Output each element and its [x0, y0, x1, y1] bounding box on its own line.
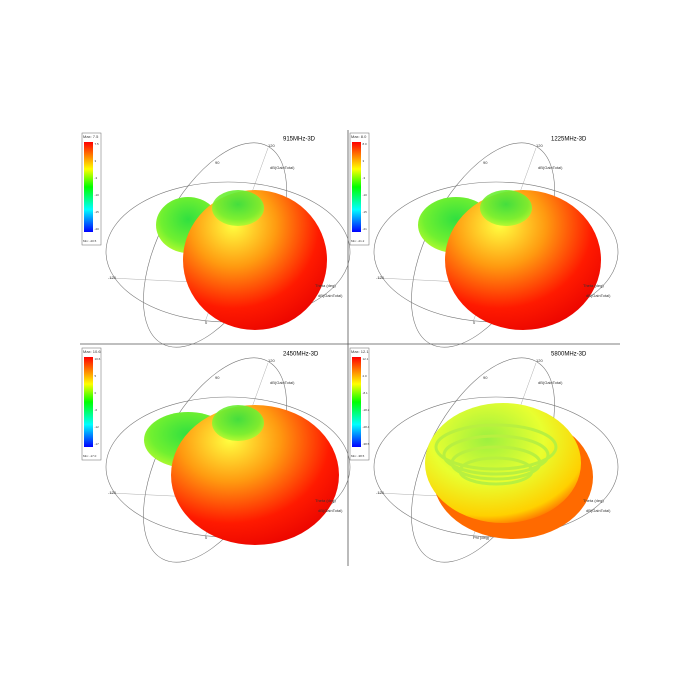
- legend-tick: -8.1: [363, 391, 369, 395]
- legend-tick: -20: [95, 227, 100, 231]
- axis-label: dB(GainTotal): [538, 380, 563, 385]
- legend-tick: -28.4: [363, 425, 370, 429]
- legend-tick: -10: [363, 193, 368, 197]
- axis-label: 90: [215, 375, 220, 380]
- axis-label: Theta (deg): [583, 498, 604, 503]
- legend-tick: -17: [95, 442, 100, 446]
- legend-tick: 2.0: [363, 374, 368, 378]
- legend-max: Max: 12.1: [351, 349, 369, 354]
- legend-max: Max: 7.5: [83, 134, 99, 139]
- pattern-body: [445, 190, 601, 330]
- legend-tick: 5: [95, 374, 97, 378]
- legend-tick: -12: [95, 425, 100, 429]
- legend-max: Max: 10.6: [83, 349, 101, 354]
- axis-label: dB(GainTotal): [318, 508, 343, 513]
- pattern-body: [183, 190, 327, 330]
- pattern-body: [171, 405, 339, 545]
- axis-label: Phi (deg): [473, 535, 490, 540]
- legend-tick: -21: [363, 227, 368, 231]
- axis-label: Theta (deg): [315, 498, 336, 503]
- pattern-ridge: [450, 445, 542, 481]
- legend-tick: 7.5: [95, 142, 100, 146]
- pattern-lobe: [480, 190, 532, 226]
- legend-tick: 0: [95, 391, 97, 395]
- axis-label: -120: [376, 275, 385, 280]
- legend-min: Min: -17.0: [83, 454, 97, 458]
- panel: 5800MHz-3D Max: 12.1 12.1 2.0 -8.1 -18.2 -28.4…: [349, 347, 619, 563]
- pattern-ridge: [442, 434, 550, 476]
- panel: 1225MHz-3D Max: 8.0 8.0 3 -3 -10 -15 -21 Min: -2…: [349, 132, 619, 348]
- legend-tick: -6: [95, 408, 98, 412]
- colorbar: [352, 357, 361, 447]
- panel-title: 1225MHz-3D: [551, 137, 587, 143]
- axis-label: dB(GainTotal): [270, 380, 295, 385]
- panel: 915MHz-3D Max: 7.5 7.5 3 -3 -10 -15 -20 Min: -20…: [81, 132, 351, 348]
- axis-label: 120: [536, 143, 543, 148]
- legend-tick: 3: [363, 159, 365, 163]
- legend-min: Min: -38.5: [351, 454, 365, 458]
- legend-tick: -18.2: [363, 408, 370, 412]
- legend-max: Max: 8.0: [351, 134, 367, 139]
- axis-label: Theta (deg): [315, 283, 336, 288]
- axis-label: -120: [376, 490, 385, 495]
- legend-min: Min: -21.2: [351, 239, 365, 243]
- legend-tick: -15: [363, 210, 368, 214]
- panel-title: 915MHz-3D: [283, 137, 316, 143]
- axis-label: 90: [483, 160, 488, 165]
- axis-label: 90: [215, 160, 220, 165]
- panel: 2450MHz-3D Max: 10.6 10.6 5 0 -6 -12 -17 Min: -1…: [81, 347, 351, 563]
- legend-tick: -3: [95, 176, 98, 180]
- legend-min: Min: -20.5: [83, 239, 97, 243]
- axis-label: -120: [108, 490, 117, 495]
- axis-label: 0: [205, 535, 208, 540]
- colorbar: [352, 142, 361, 232]
- axis-label: 120: [268, 358, 275, 363]
- colorbar: [84, 357, 93, 447]
- axis-label: dB(GainTotal): [270, 165, 295, 170]
- axis-label: dB(GainTotal): [586, 293, 611, 298]
- panel-title: 5800MHz-3D: [551, 352, 587, 358]
- axis-label: -120: [108, 275, 117, 280]
- pattern-lobe: [212, 405, 264, 441]
- legend-tick: -3: [363, 176, 366, 180]
- pattern-ridge: [434, 423, 558, 471]
- axis-label: dB(GainTotal): [318, 293, 343, 298]
- axis-label: 120: [268, 143, 275, 148]
- colorbar: [84, 142, 93, 232]
- legend-tick: 3: [95, 159, 97, 163]
- legend-tick: -38.5: [363, 442, 370, 446]
- legend-tick: -15: [95, 210, 100, 214]
- axis-label: dB(GainTotal): [586, 508, 611, 513]
- legend-tick: 12.1: [363, 357, 369, 361]
- axis-label: dB(GainTotal): [538, 165, 563, 170]
- legend-tick: 8.0: [363, 142, 368, 146]
- legend-tick: 10.6: [95, 357, 101, 361]
- axis-label: 0: [205, 320, 208, 325]
- pattern-ridge: [458, 456, 534, 486]
- axis-label: 0: [473, 320, 476, 325]
- axis-label: Theta (deg): [583, 283, 604, 288]
- axis-label: 90: [483, 375, 488, 380]
- panel-title: 2450MHz-3D: [283, 352, 319, 358]
- pattern-lobe: [212, 190, 264, 226]
- legend-tick: -10: [95, 193, 100, 197]
- axis-label: 120: [536, 358, 543, 363]
